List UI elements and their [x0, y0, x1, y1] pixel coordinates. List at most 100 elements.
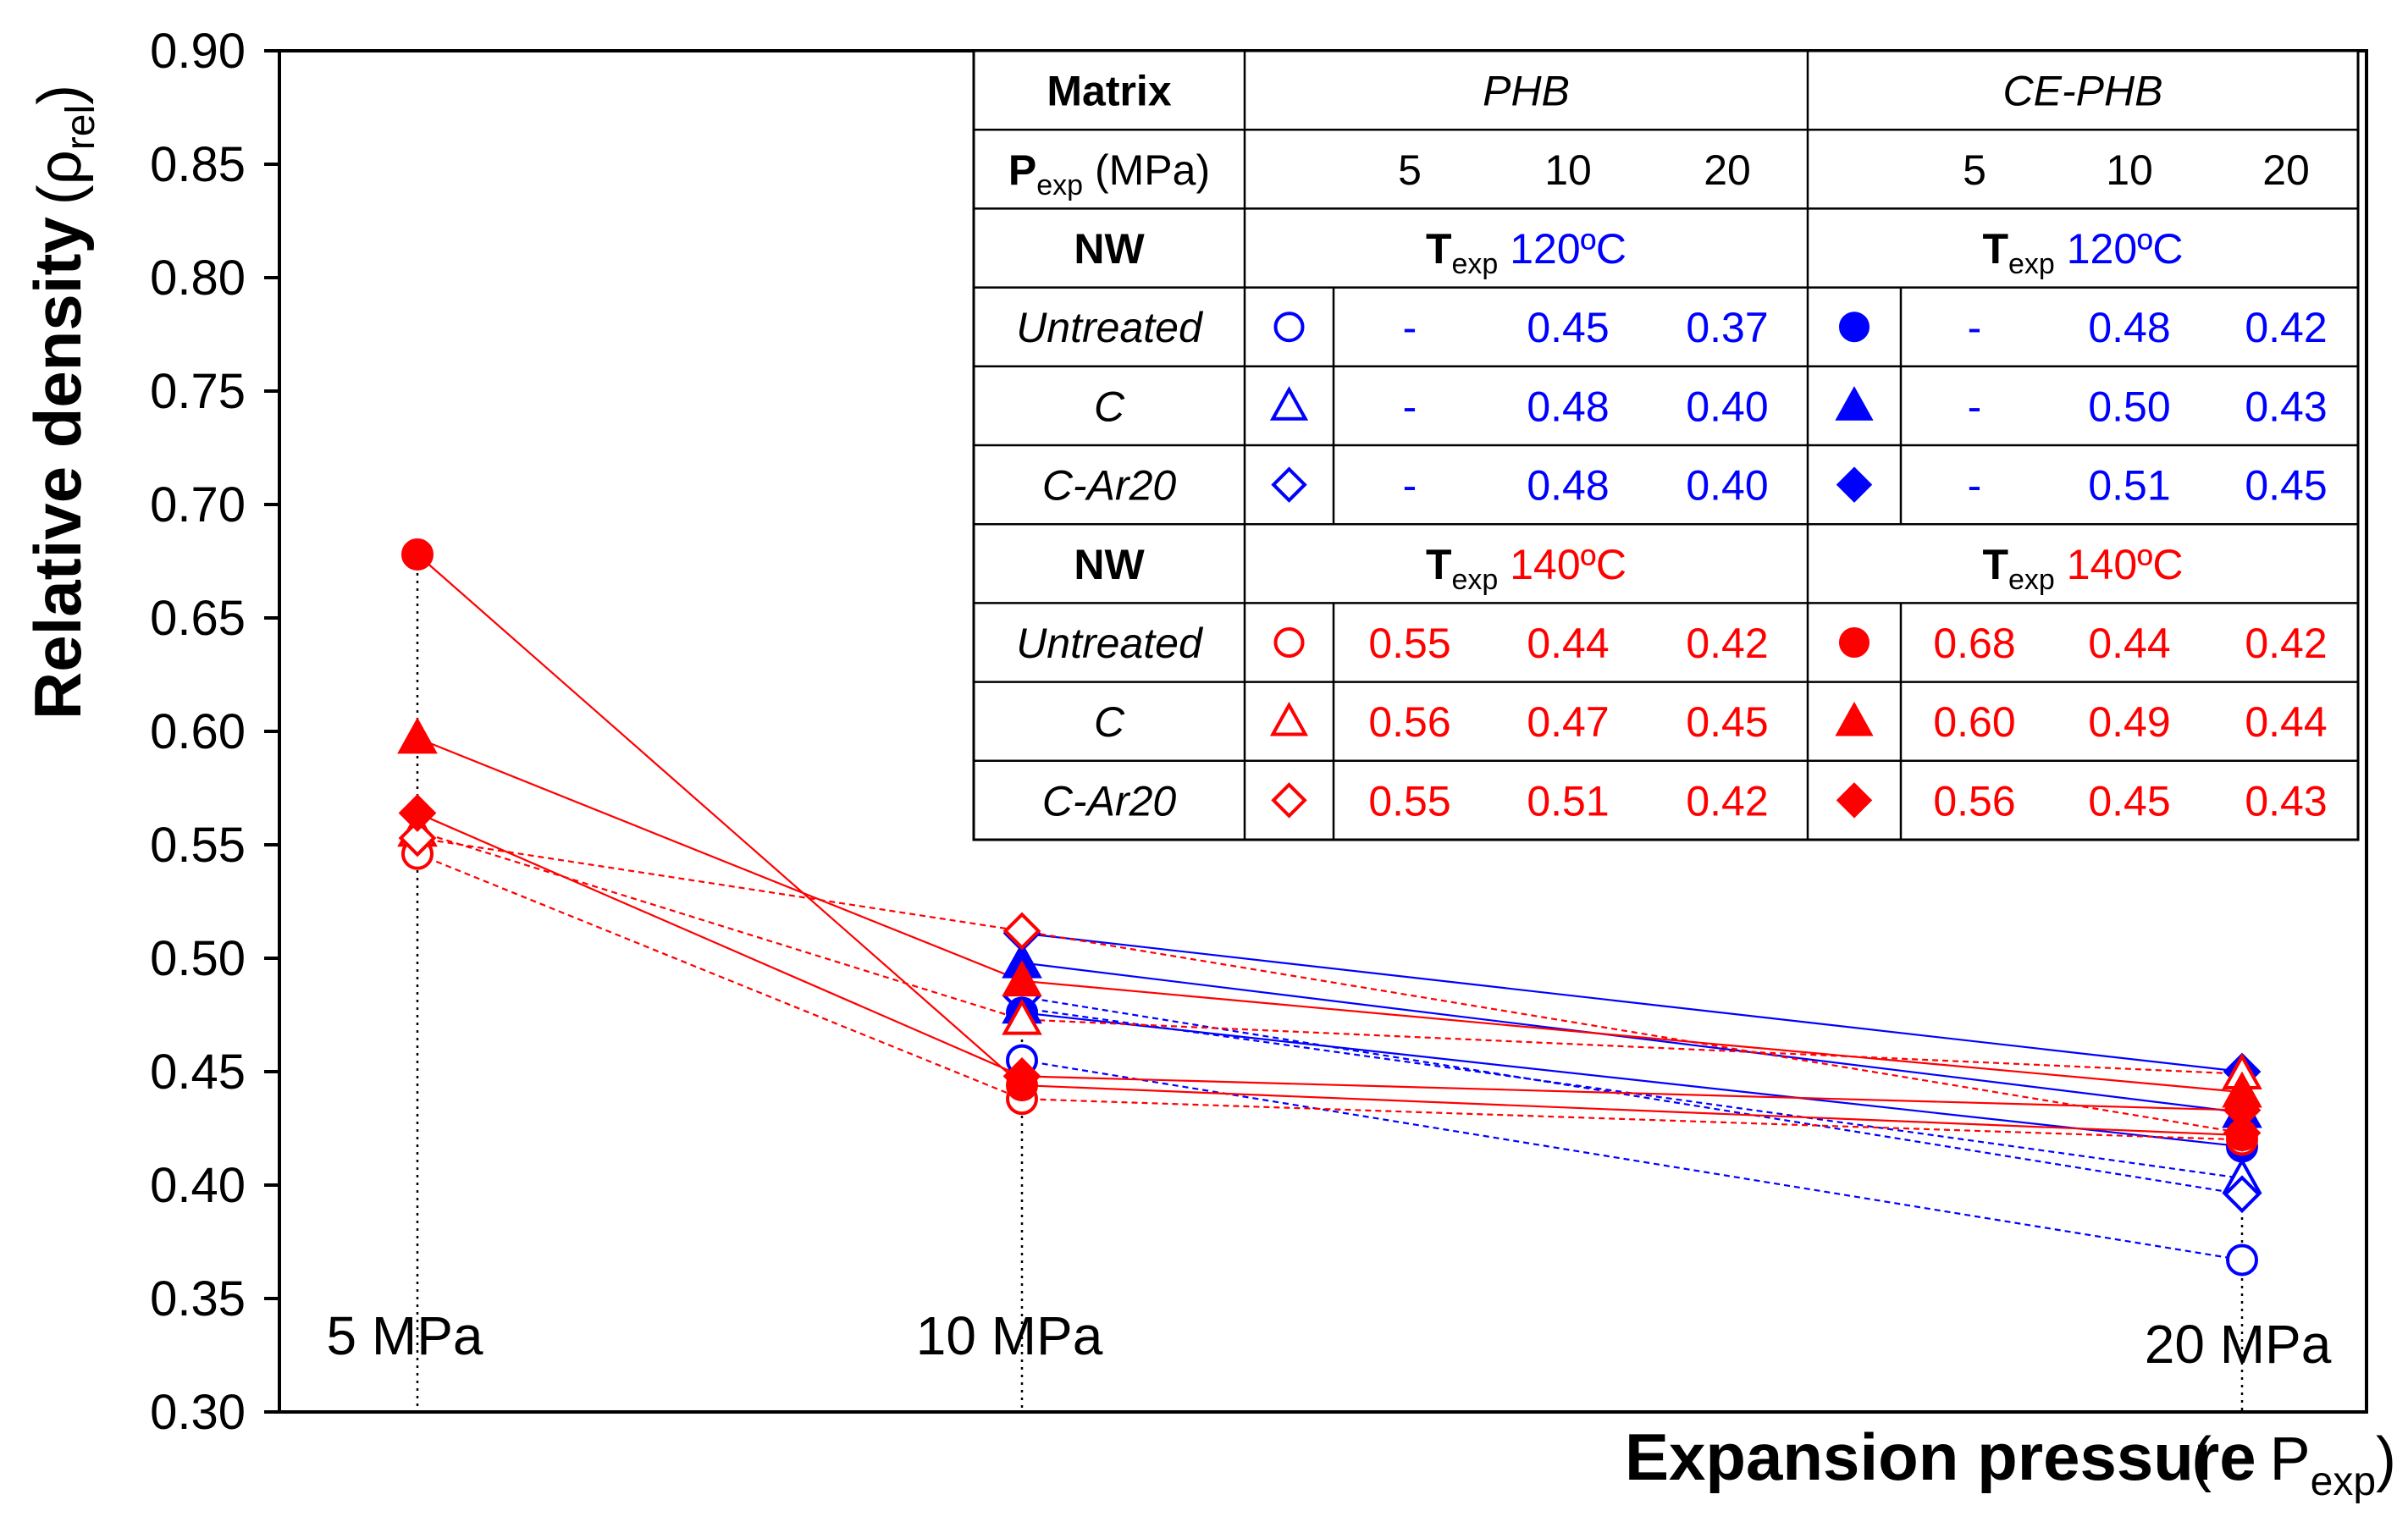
series-line — [1021, 1012, 2243, 1148]
data-point-diamond — [1836, 466, 1873, 503]
table-value: 0.55 — [1368, 777, 1450, 824]
category-label: 5 MPa — [327, 1305, 483, 1366]
table-value: 0.48 — [1527, 462, 1609, 510]
series-line — [1021, 995, 2243, 1195]
data-point-circle — [1273, 312, 1305, 343]
table-value: 0.51 — [1527, 777, 1609, 824]
y-tick-label: 0.70 — [150, 477, 246, 532]
table-pressure: 10 — [1544, 146, 1592, 194]
table-row-name: C — [1094, 383, 1125, 430]
table-pressure: 5 — [1398, 146, 1422, 194]
table-value: 0.42 — [1686, 620, 1768, 667]
data-point-diamond — [1836, 782, 1873, 819]
series-line — [417, 852, 2243, 1141]
data-point-diamond — [2223, 1091, 2262, 1129]
x-axis-title-open-paren: ( — [2191, 1425, 2212, 1493]
table-temperature: Texp 140ºC — [1426, 541, 1627, 596]
data-point-triangle — [1835, 701, 1874, 736]
data-point-diamond — [1002, 1056, 1041, 1095]
data-point-diamond — [1271, 466, 1307, 503]
y-tick-label: 0.55 — [150, 818, 246, 873]
series-line — [417, 830, 2243, 1075]
table-temperature: Texp 140ºC — [1982, 541, 2183, 596]
table-value: 0.51 — [2088, 462, 2170, 510]
table-row-name: C-Ar20 — [1042, 777, 1177, 824]
table-pressure: 10 — [2106, 146, 2153, 194]
y-axis-title: Relative density(ρrel) — [20, 85, 103, 720]
table-value: 0.60 — [1933, 698, 2015, 746]
data-point-circle — [2226, 1243, 2258, 1277]
series-line — [417, 836, 2243, 1134]
table-value: 0.40 — [1686, 462, 1768, 510]
data-point-triangle — [397, 717, 438, 754]
table-value: 0.43 — [2245, 383, 2327, 430]
table-value: 0.50 — [2088, 383, 2170, 430]
y-tick-label: 0.80 — [150, 251, 246, 306]
y-tick-label: 0.65 — [150, 591, 246, 646]
table-temperature: Texp 120ºC — [1426, 225, 1627, 280]
table-value: 0.44 — [2245, 698, 2327, 746]
table-value: 0.47 — [1527, 698, 1609, 746]
table-value: 0.45 — [2245, 462, 2327, 510]
data-point-diamond — [398, 794, 437, 832]
table-row-name: Untreated — [1016, 304, 1204, 351]
table-row-name: C — [1094, 698, 1125, 746]
table-nw-label: NW — [1074, 541, 1145, 588]
data-point-diamond — [2223, 1175, 2262, 1214]
table-value: - — [1968, 462, 1982, 510]
series-line — [1021, 1006, 2243, 1180]
y-tick-label: 0.45 — [150, 1045, 246, 1100]
table-value: 0.48 — [2088, 304, 2170, 351]
table-value: 0.56 — [1933, 777, 2015, 824]
series-line — [417, 812, 2243, 1111]
table-value: 0.56 — [1368, 698, 1450, 746]
table-value: 0.49 — [2088, 698, 2170, 746]
table-value: 0.48 — [1527, 383, 1609, 430]
table-header-pexp: Pexp (MPa) — [1008, 146, 1210, 201]
table-value: 0.45 — [1527, 304, 1609, 351]
table-value: 0.45 — [2088, 777, 2170, 824]
table-header-cephb: CE-PHB — [2003, 68, 2163, 115]
category-label: 20 MPa — [2145, 1314, 2332, 1375]
table-value: 0.45 — [1686, 698, 1768, 746]
table-value: 0.44 — [1527, 620, 1609, 667]
data-point-triangle — [1269, 386, 1309, 421]
y-tick-label: 0.40 — [150, 1158, 246, 1213]
x-axis-title: Expansion pressure Pexp) — [1625, 1420, 2396, 1504]
table-value: - — [1403, 304, 1417, 351]
table-pressure: 5 — [1963, 146, 1986, 194]
data-point-circle — [401, 538, 434, 571]
table-pressure: 20 — [1704, 146, 1751, 194]
data-point-diamond — [1002, 912, 1041, 951]
table-header-phb: PHB — [1483, 68, 1570, 115]
table-value: - — [1403, 462, 1417, 510]
y-tick-label: 0.85 — [150, 137, 246, 192]
table-value: 0.37 — [1686, 304, 1768, 351]
data-point-triangle — [1002, 960, 1042, 997]
table-value: 0.68 — [1933, 620, 2015, 667]
data-point-diamond — [1271, 782, 1307, 819]
data-table: Matrix PHB CE-PHB Pexp (MPa) 5 5 10 10 20 20 NW Tex… — [972, 49, 2360, 841]
y-tick-label: 0.35 — [150, 1271, 246, 1326]
series-markers — [397, 538, 2262, 1277]
table-value: 0.43 — [2245, 777, 2327, 824]
y-tick-label: 0.75 — [150, 364, 246, 419]
data-point-diamond — [398, 819, 437, 857]
table-pressure: 20 — [2262, 146, 2310, 194]
table-value: - — [1968, 304, 1982, 351]
y-tick-label: 0.30 — [150, 1385, 246, 1440]
series-line — [1021, 932, 2243, 1073]
table-temperature: Texp 120ºC — [1982, 225, 2183, 280]
table-value: 0.42 — [2245, 304, 2327, 351]
table-value: 0.55 — [1368, 620, 1450, 667]
data-point-circle — [1839, 312, 1870, 343]
table-value: 0.42 — [2245, 620, 2327, 667]
y-tick-label: 0.90 — [150, 24, 246, 79]
table-value: 0.44 — [2088, 620, 2170, 667]
table-row-name: C-Ar20 — [1042, 462, 1177, 510]
table-value: - — [1968, 383, 1982, 430]
y-tick-label: 0.60 — [150, 704, 246, 759]
category-label: 10 MPa — [916, 1305, 1103, 1366]
table-value: 0.42 — [1686, 777, 1768, 824]
